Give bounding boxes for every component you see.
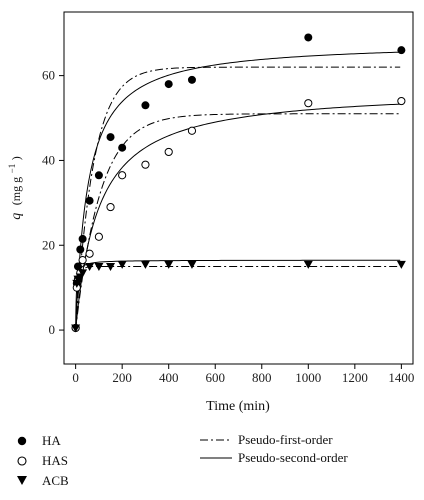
pfo-fit-acb [75,265,401,331]
legend-pfo-label: Pseudo-first-order [238,432,333,447]
x-tick-label: 0 [72,370,79,385]
x-tick-label: 200 [112,370,132,385]
point-has [94,232,104,241]
data-markers [71,33,406,333]
x-tick-label: 1200 [342,370,368,385]
y-tick-label: 0 [49,322,56,337]
y-axis-title-close: ) [9,156,23,160]
point-has [85,249,94,258]
point-has [118,171,127,180]
fit-curves [75,51,401,331]
legend-pso-label: Pseudo-second-order [238,450,348,465]
point-ha [164,80,173,89]
point-ha [304,33,313,42]
point-has [304,99,313,108]
y-axis-title-units: (mg g [9,177,23,205]
legend-lines: Pseudo-first-order Pseudo-second-order [200,432,348,465]
point-acb [85,262,95,271]
legend-ha-marker [17,436,27,446]
y-axis-title-symbol: q [9,213,24,220]
point-acb [396,260,406,269]
point-has [78,255,87,265]
y-tick-label: 60 [42,68,55,83]
point-acb [164,260,174,269]
point-ha [187,75,196,84]
point-has [164,147,173,157]
point-acb [187,260,197,269]
point-has [141,160,150,169]
point-acb [94,262,104,271]
point-ha [118,143,127,152]
x-tick-label: 1400 [388,370,414,385]
y-tick-label: 40 [42,152,55,167]
point-ha [94,171,103,180]
y-axis-ticks: 0 20 40 60 [42,68,64,337]
point-ha [78,234,87,243]
point-acb [72,279,82,288]
point-ha [141,101,150,110]
x-axis-title: Time (min) [206,399,270,414]
x-tick-label: 600 [205,370,225,385]
y-axis-title: q (mg g −1 ) [4,156,24,219]
x-tick-label: 1000 [295,370,321,385]
point-ha [73,262,82,271]
point-ha [106,133,115,142]
legend-has-marker [17,456,27,466]
legend-markers: HA HAS ACB [17,433,69,488]
point-acb [117,260,127,269]
point-has [397,96,406,106]
point-acb [71,324,81,333]
point-ha [85,196,94,205]
legend-has-label: HAS [42,453,68,468]
point-acb [106,262,116,271]
pso-fit-ha [75,51,401,331]
plot-frame [63,11,414,365]
legend-acb-label: ACB [42,473,69,488]
pso-fit-acb [75,259,401,331]
point-acb [303,260,313,269]
point-ha [397,46,406,55]
point-acb [140,260,150,269]
point-ha [76,245,85,254]
y-axis-title-exponent: −1 [7,164,17,174]
point-has [106,202,115,212]
pso-fit-has [75,103,401,331]
point-acb [78,269,88,278]
point-has [187,126,197,135]
x-tick-label: 800 [252,370,272,385]
x-tick-label: 400 [159,370,179,385]
legend-acb-marker [17,476,27,485]
y-tick-label: 20 [42,237,55,252]
legend-ha-label: HA [42,433,61,448]
x-axis-ticks: 0 200 400 600 800 1000 1200 1400 [72,364,414,385]
